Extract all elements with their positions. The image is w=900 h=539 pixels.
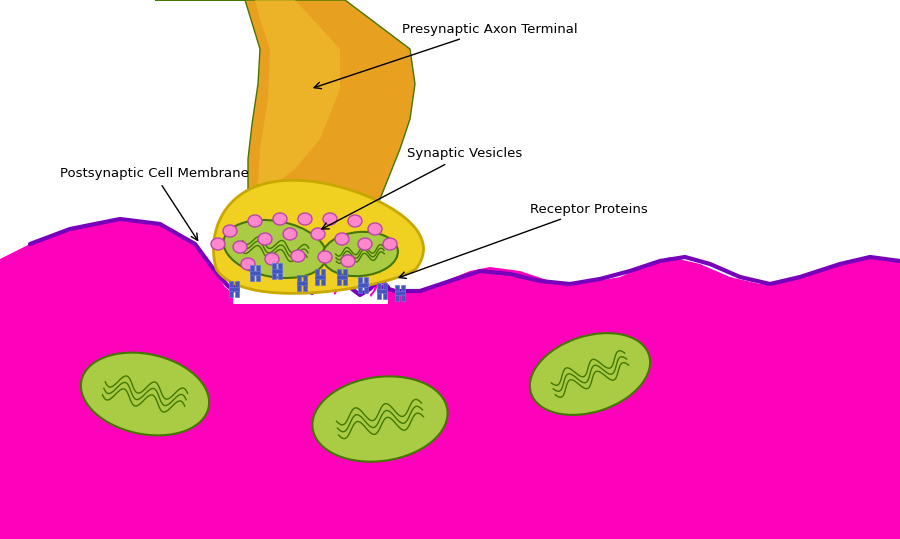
Ellipse shape: [81, 353, 209, 436]
Ellipse shape: [348, 215, 362, 227]
Ellipse shape: [223, 220, 327, 278]
Bar: [337, 269, 341, 285]
Bar: [256, 265, 260, 281]
Bar: [229, 287, 239, 291]
Ellipse shape: [248, 215, 262, 227]
Bar: [250, 271, 260, 275]
Bar: [315, 275, 325, 279]
Bar: [358, 277, 362, 293]
Bar: [337, 275, 347, 279]
Bar: [364, 277, 368, 293]
Bar: [401, 285, 405, 301]
Bar: [250, 265, 254, 281]
Ellipse shape: [291, 250, 305, 262]
Bar: [297, 275, 301, 291]
Bar: [358, 283, 368, 287]
Ellipse shape: [318, 251, 332, 263]
Bar: [315, 269, 319, 285]
Ellipse shape: [283, 228, 297, 240]
Ellipse shape: [383, 238, 397, 250]
Bar: [395, 285, 399, 301]
Bar: [343, 269, 347, 285]
Text: Presynaptic Axon Terminal: Presynaptic Axon Terminal: [314, 23, 578, 89]
Polygon shape: [155, 0, 415, 244]
Bar: [395, 291, 405, 295]
Text: Synaptic Vesicles: Synaptic Vesicles: [322, 148, 523, 229]
Bar: [377, 289, 387, 293]
Bar: [321, 269, 325, 285]
Ellipse shape: [341, 255, 355, 267]
Ellipse shape: [322, 232, 398, 276]
Bar: [383, 283, 387, 299]
Ellipse shape: [223, 225, 237, 237]
Bar: [278, 263, 282, 279]
Ellipse shape: [312, 376, 447, 462]
Ellipse shape: [241, 258, 255, 270]
Bar: [303, 275, 307, 291]
Ellipse shape: [335, 233, 349, 245]
Ellipse shape: [258, 233, 272, 245]
Bar: [377, 283, 381, 299]
Ellipse shape: [358, 238, 372, 250]
Ellipse shape: [211, 238, 225, 250]
Ellipse shape: [323, 213, 337, 225]
Polygon shape: [0, 219, 900, 539]
Bar: [297, 281, 307, 285]
Text: Receptor Proteins: Receptor Proteins: [399, 203, 648, 279]
Bar: [235, 281, 239, 297]
Polygon shape: [165, 0, 340, 194]
Ellipse shape: [530, 333, 650, 415]
Ellipse shape: [273, 213, 287, 225]
Ellipse shape: [233, 241, 247, 253]
Ellipse shape: [368, 223, 382, 235]
Bar: [272, 263, 276, 279]
Bar: [272, 269, 282, 273]
Polygon shape: [233, 257, 388, 304]
Ellipse shape: [311, 228, 325, 240]
Ellipse shape: [298, 213, 312, 225]
Polygon shape: [213, 180, 424, 293]
Text: Postsynaptic Cell Membrane: Postsynaptic Cell Membrane: [60, 168, 249, 240]
Bar: [229, 281, 233, 297]
Ellipse shape: [265, 253, 279, 265]
